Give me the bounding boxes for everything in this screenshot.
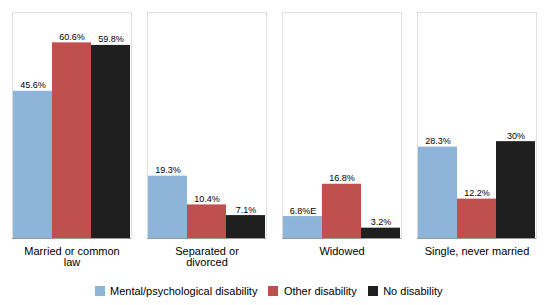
svg-text:28.3%: 28.3% <box>425 136 451 146</box>
html-text:Mental/psychological disabilit: Mental/psychological disability <box>110 284 258 297</box>
svg-text:16.8%: 16.8% <box>329 173 355 183</box>
html-text:No disability: No disability <box>383 284 443 297</box>
html-text:Other disability: Other disability <box>283 284 357 297</box>
svg-text:Married or commonlaw: Married or commonlaw <box>24 245 119 268</box>
svg-text:12.2%: 12.2% <box>464 188 490 198</box>
svg-text:6.8%E: 6.8%E <box>290 206 317 216</box>
svg-text:Widowed: Widowed <box>319 245 364 257</box>
svg-text:Single, never married: Single, never married <box>425 245 530 257</box>
svg-text:60.6%: 60.6% <box>59 32 85 42</box>
svg-text:59.8%: 59.8% <box>98 34 124 44</box>
svg-text:Separated ordivorced: Separated ordivorced <box>175 245 239 268</box>
svg-text:45.6%: 45.6% <box>20 80 46 90</box>
svg-text:7.1%: 7.1% <box>236 205 257 215</box>
svg-text:30%: 30% <box>507 131 525 141</box>
svg-text:3.2%: 3.2% <box>371 217 392 227</box>
svg-text:10.4%: 10.4% <box>194 194 220 204</box>
svg-text:19.3%: 19.3% <box>155 165 181 175</box>
